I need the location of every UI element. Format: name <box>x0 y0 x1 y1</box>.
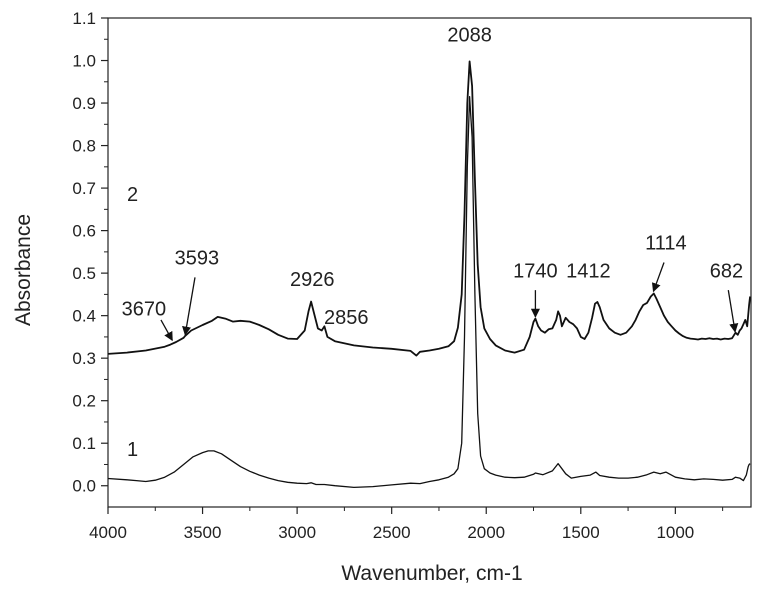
peak-arrow-3593 <box>182 277 196 336</box>
y-tick-label: 0.3 <box>72 349 96 368</box>
y-tick-label: 0.6 <box>72 222 96 241</box>
x-tick-label: 1000 <box>656 523 694 542</box>
peak-label-2926: 2926 <box>290 269 335 291</box>
x-axis-title: Wavenumber, cm-1 <box>341 562 522 585</box>
peak-label-1412: 1412 <box>566 260 611 282</box>
peak-arrow-3670 <box>160 319 173 342</box>
y-tick-label: 1.0 <box>72 52 96 71</box>
peak-label-2856: 2856 <box>324 307 369 329</box>
x-tick-label: 2000 <box>467 523 505 542</box>
y-tick-label: 1.1 <box>72 9 96 28</box>
series-layer <box>107 60 751 489</box>
x-tick-label: 3500 <box>184 523 222 542</box>
y-tick-label: 0.5 <box>72 264 96 283</box>
peak-label-1114: 1114 <box>645 233 687 255</box>
y-tick-label: 0.2 <box>72 392 96 411</box>
x-tick-label: 4000 <box>89 523 127 542</box>
y-axis-title: Absorbance <box>12 214 35 326</box>
annotation-layer: 2 1 2088 3670 3593 2926 2856 1740 1412 1114 682 <box>122 24 743 461</box>
peak-label-682: 682 <box>710 260 743 282</box>
y-tick-label: 0.4 <box>72 307 96 326</box>
x-tick-label: 3000 <box>278 523 316 542</box>
y-tick-label: 0.7 <box>72 179 96 198</box>
y-tick-label: 0.9 <box>72 94 96 113</box>
series-1-line <box>107 96 751 489</box>
peak-label-1740: 1740 <box>513 260 558 282</box>
axes: 4000 3500 3000 2500 2000 1500 1000 0.0 0.1 0.2 0.3… <box>72 9 752 542</box>
peak-arrow-682 <box>727 290 739 333</box>
y-tick-label: 0.8 <box>72 137 96 156</box>
x-tick-label: 2500 <box>373 523 411 542</box>
x-tick-label: 1500 <box>562 523 600 542</box>
series-label-2: 2 <box>127 184 138 206</box>
peak-label-3593: 3593 <box>175 248 220 270</box>
plot-frame <box>107 17 752 508</box>
peak-label-2088: 2088 <box>447 24 492 46</box>
y-tick-label: 0.0 <box>72 477 96 496</box>
series-2-line <box>107 60 751 357</box>
peak-label-3670: 3670 <box>122 299 167 321</box>
y-tick-label: 0.1 <box>72 434 96 453</box>
peak-arrow-1114 <box>651 262 665 293</box>
series-label-1: 1 <box>127 439 138 461</box>
